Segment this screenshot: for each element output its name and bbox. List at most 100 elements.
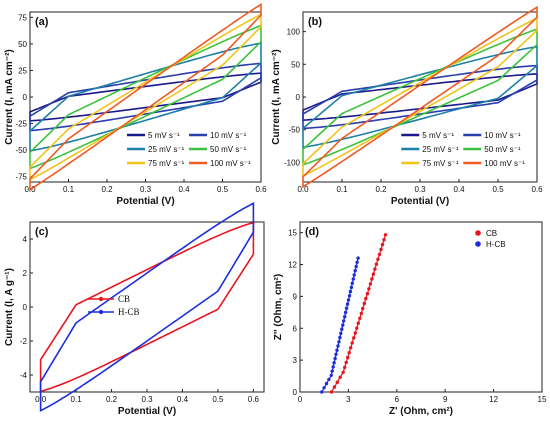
panel-label: (b)	[308, 16, 322, 28]
x-tick-label: 0.1	[71, 395, 83, 404]
data-point	[377, 252, 382, 257]
panel-a-cv-chart: 0.0 0.1 0.2 0.3 0.4 0.5 0.6-75-50-250255075Pot…	[4, 2, 267, 207]
series-line-6	[302, 5, 538, 189]
x-tick-label: 0.4	[177, 395, 189, 404]
legend-label: 5 mV s⁻¹	[422, 131, 454, 140]
data-point	[364, 296, 368, 301]
panel-label: (c)	[35, 226, 49, 238]
data-point	[368, 282, 373, 286]
legend-label: CB	[118, 294, 130, 304]
data-point	[324, 381, 329, 386]
data-point	[371, 272, 376, 276]
data-point	[361, 306, 365, 311]
x-tick-label: 3	[346, 395, 351, 404]
data-point	[344, 306, 349, 310]
y-tick-label: -2	[20, 337, 28, 346]
y-tick-label: 4	[23, 235, 28, 244]
data-point	[356, 321, 360, 325]
panel-label: (a)	[35, 16, 49, 28]
data-point	[347, 351, 351, 355]
x-tick-label: 0.1	[63, 185, 75, 194]
x-tick-label: 0.0	[297, 185, 309, 194]
data-point	[322, 386, 326, 390]
legend-label: 10 mV s⁻¹	[484, 131, 521, 140]
panel-label: (d)	[305, 226, 319, 238]
data-point	[373, 267, 377, 271]
legend-label: 50 mV s⁻¹	[484, 145, 521, 154]
x-tick-label: 9	[443, 395, 448, 404]
x-tick-label: 0.6	[255, 185, 267, 194]
data-point	[334, 352, 338, 356]
data-point	[347, 294, 352, 298]
series-line-1	[39, 221, 255, 393]
legend-marker	[475, 230, 481, 236]
data-point	[333, 356, 337, 361]
data-point	[355, 260, 359, 264]
data-point	[370, 277, 374, 281]
series-line-4	[29, 24, 262, 170]
y-tick-label: 3	[293, 356, 298, 365]
y-tick-label: 75	[18, 13, 27, 22]
legend-label: 50 mV s⁻¹	[210, 145, 247, 154]
data-point	[362, 301, 366, 306]
series-line-3	[29, 42, 262, 152]
legend-label: 100 mV s⁻¹	[210, 159, 251, 168]
series-line-5	[29, 12, 262, 182]
data-point	[380, 242, 385, 247]
x-tick-label: 0.3	[414, 185, 426, 194]
x-tick-label: 0.6	[531, 185, 543, 194]
data-point	[338, 335, 342, 340]
data-point	[353, 331, 357, 335]
data-point	[358, 316, 362, 320]
data-point	[344, 360, 348, 365]
y-axis-label: Current (I, mA cm⁻²)	[4, 49, 15, 144]
y-tick-label: 6	[293, 324, 298, 333]
series-line-5	[302, 16, 538, 178]
x-tick-label: 0.2	[101, 185, 113, 194]
x-tick-label: 0.3	[140, 185, 152, 194]
data-point	[338, 375, 342, 379]
data-point	[374, 262, 379, 266]
data-point	[379, 247, 383, 252]
series-line-6	[29, 2, 262, 192]
data-point	[354, 264, 358, 269]
data-point	[350, 341, 354, 345]
data-point	[320, 390, 324, 394]
x-tick-label: 0.4	[453, 185, 465, 194]
legend-label: H-CB	[118, 307, 140, 317]
legend-label: CB	[486, 229, 497, 238]
y-axis-label: Current (I, mA cm⁻²)	[271, 49, 282, 144]
legend-label: 10 mV s⁻¹	[210, 131, 247, 140]
y-tick-label: 0	[23, 303, 28, 312]
data-point	[343, 365, 347, 370]
series-line-4	[302, 27, 538, 167]
legend-marker	[98, 296, 104, 302]
x-tick-label: 0.3	[141, 395, 153, 404]
data-point	[337, 340, 341, 344]
series-line-2	[29, 62, 262, 132]
y-tick-label: 50	[18, 40, 27, 49]
y-axis-label: Z'' (Ohm, cm²)	[273, 274, 284, 340]
legend-label: 5 mV s⁻¹	[148, 131, 180, 140]
y-tick-label: -4	[20, 371, 28, 380]
data-point	[353, 269, 357, 273]
x-tick-label: 0.5	[217, 185, 229, 194]
data-point	[330, 369, 334, 373]
y-tick-label: 50	[291, 60, 300, 69]
y-tick-label: -25	[15, 120, 27, 129]
data-point	[335, 348, 339, 352]
x-axis-label: Potential (V)	[116, 196, 174, 207]
y-tick-label: -50	[15, 146, 27, 155]
data-point	[355, 326, 359, 330]
legend-label: 25 mV s⁻¹	[148, 145, 185, 154]
data-point	[367, 287, 371, 291]
x-tick-label: 0.2	[106, 395, 118, 404]
series-line-2	[39, 201, 255, 413]
data-point	[343, 310, 348, 315]
data-point	[341, 323, 345, 327]
y-tick-label: 9	[293, 292, 298, 301]
data-point	[350, 281, 354, 285]
y-tick-label: 15	[288, 229, 297, 238]
